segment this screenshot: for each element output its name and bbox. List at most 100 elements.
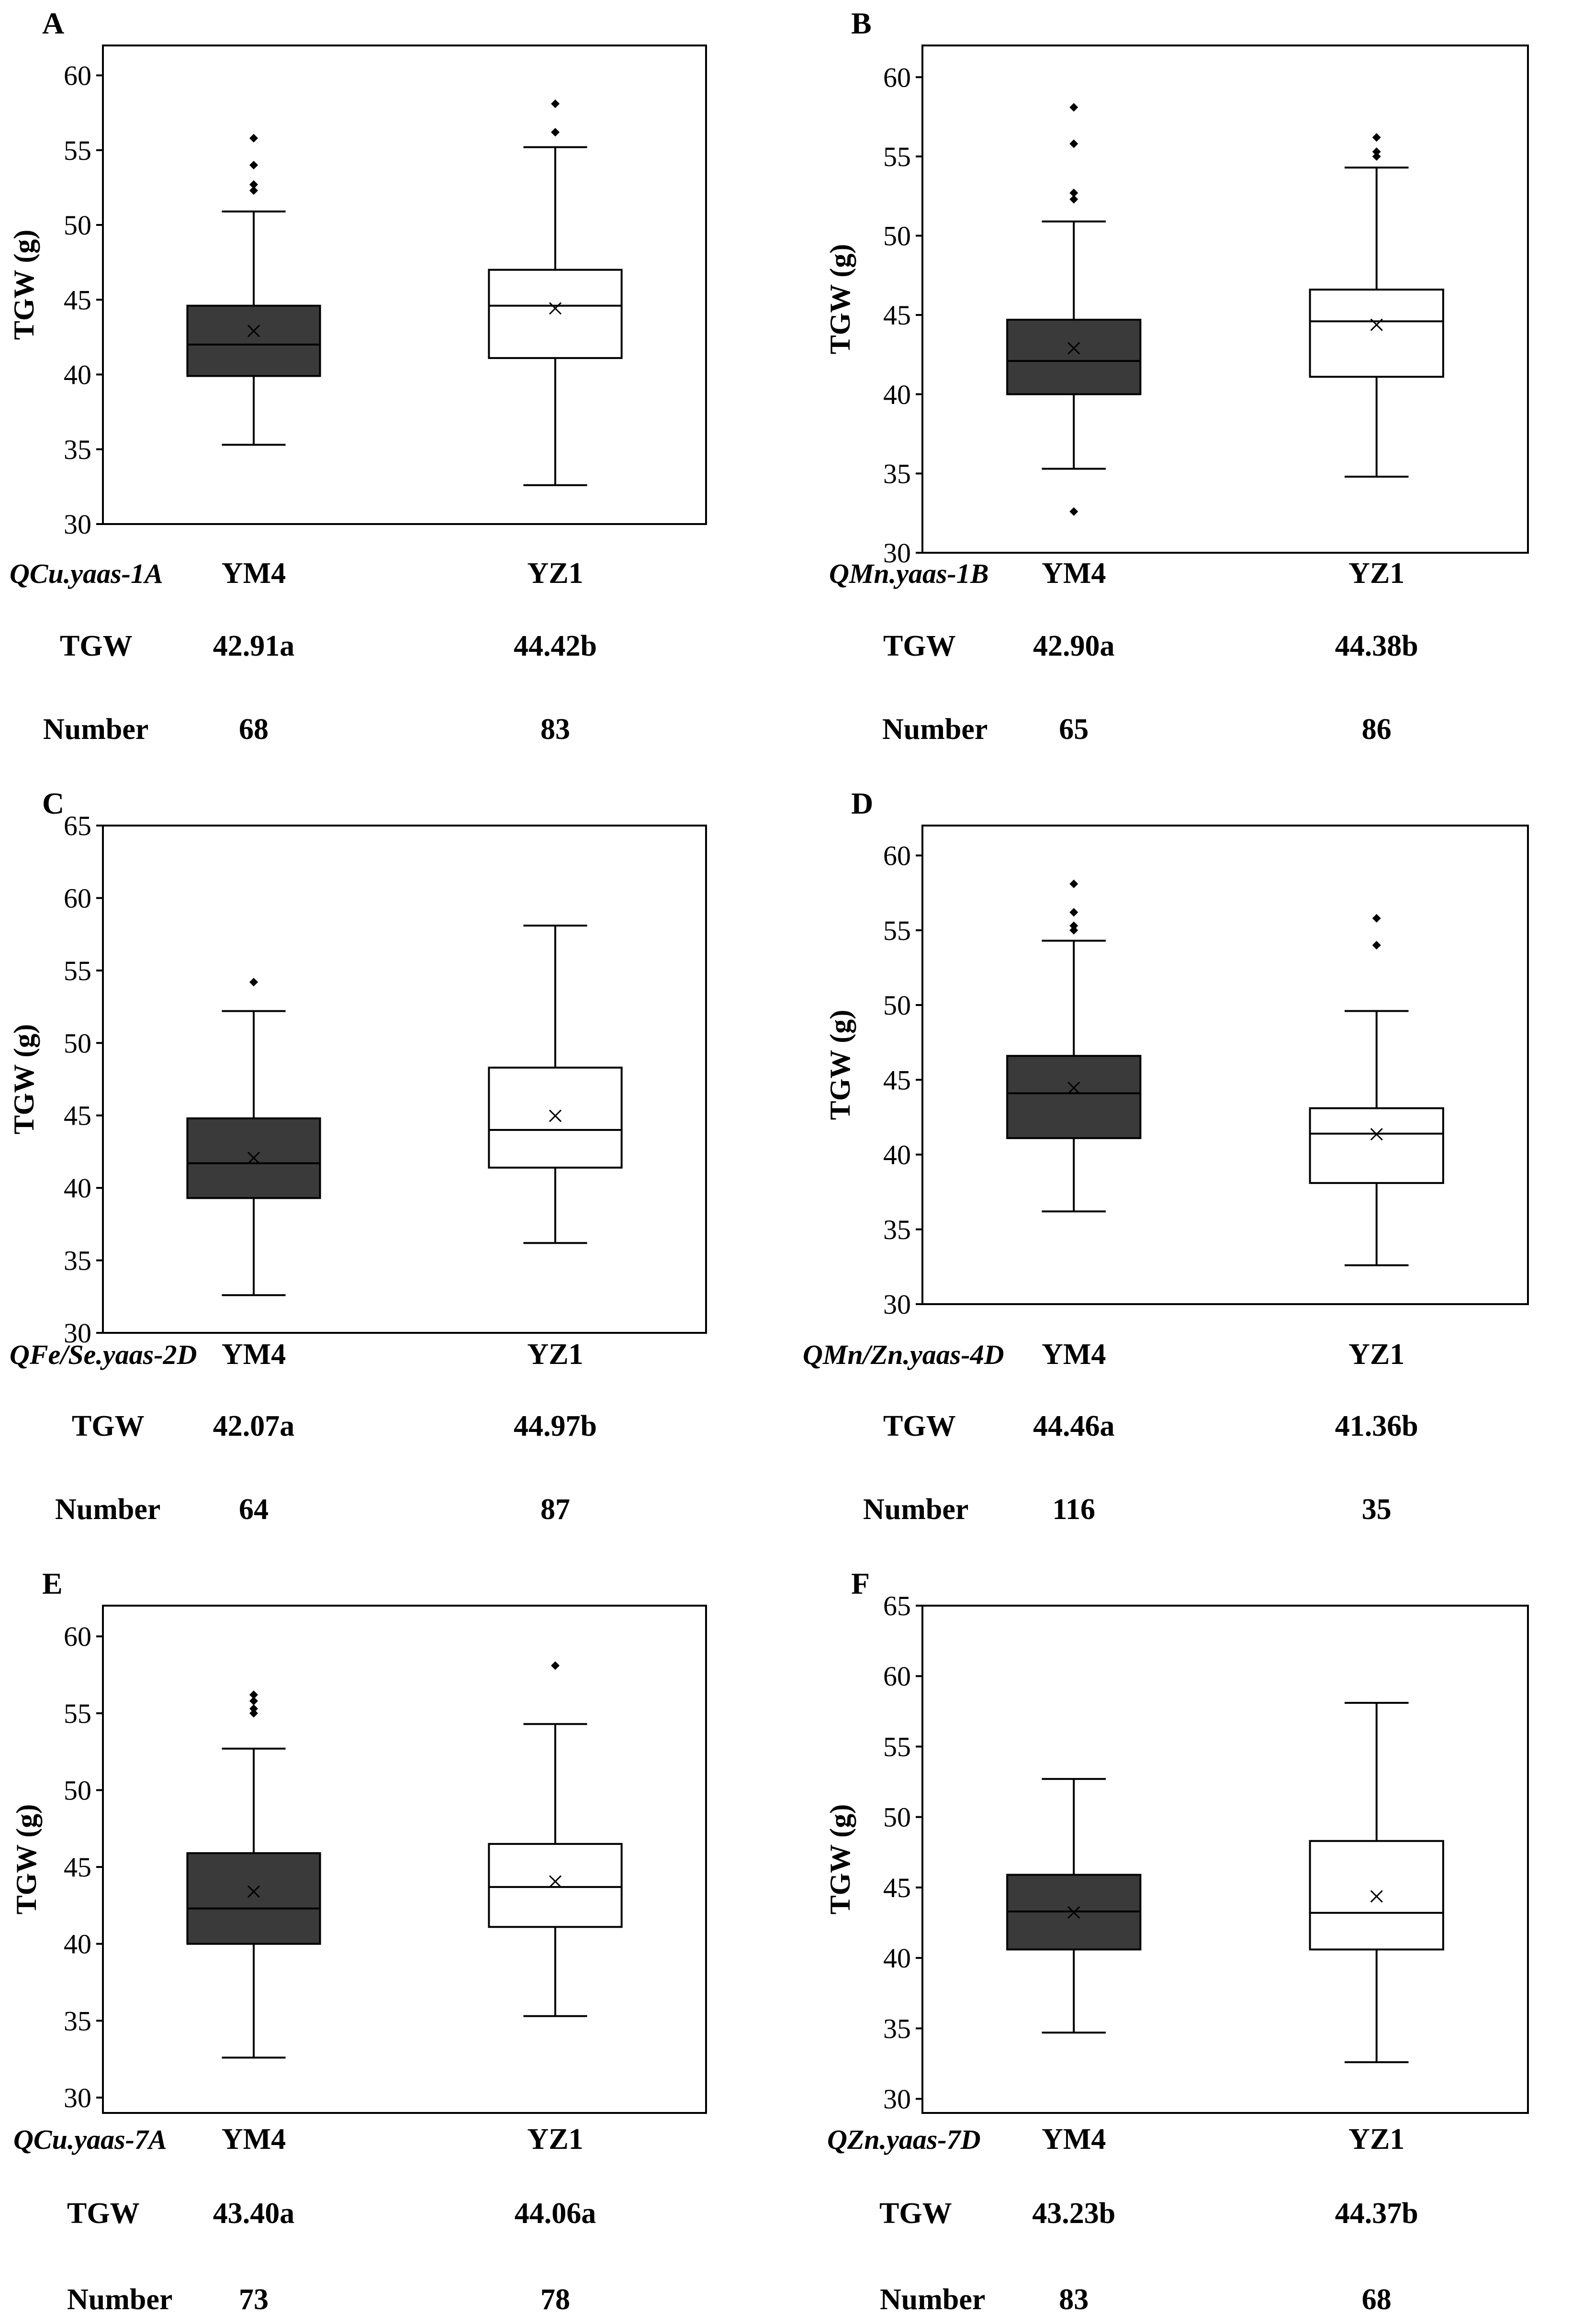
y-tick-label: 65 [64,810,91,841]
y-axis-title: TGW (g) [824,244,856,355]
iqr-box [186,1117,321,1199]
category-label: YZ1 [527,1338,583,1371]
panel-letter: F [851,1566,870,1600]
outlier-point [249,161,258,169]
mean-marker [549,1875,562,1888]
number-value: 68 [1362,2283,1392,2316]
number-value: 65 [1059,713,1089,746]
mean-marker-stroke [549,1875,562,1888]
outlier-point [551,128,560,137]
outlier-point [249,1697,258,1706]
outlier-point [249,134,258,143]
box-yz1 [488,924,623,1244]
tgw-value: 41.36b [1335,1410,1418,1442]
outlier-point [1372,152,1381,161]
iqr-box [1309,1840,1444,1951]
y-tick-label: 30 [883,537,911,569]
y-tick-label: 55 [64,135,91,166]
qtl-name: QFe/Se.yaas-2D [10,1339,197,1370]
mean-marker-stroke [1067,1082,1080,1095]
outlier-point [1372,914,1381,923]
mean-marker [549,302,562,315]
panel-letter: A [42,6,64,40]
number-row-label: Number [43,713,148,746]
box-yz1 [488,99,623,486]
panel-letter: B [851,6,872,40]
outlier-point [551,99,560,108]
plot-frame [102,825,707,1334]
y-tick-label: 35 [64,1245,91,1276]
y-tick-label: 40 [64,1173,91,1204]
plot-frame [102,45,707,525]
tgw-value: 44.37b [1335,2197,1418,2230]
y-tick-label: 60 [883,62,911,93]
category-label: YZ1 [1348,1338,1404,1371]
box-ym4 [186,1690,321,2059]
y-tick-label: 50 [64,1028,91,1059]
mean-marker [1067,1082,1080,1095]
y-tick-label: 30 [883,2084,911,2115]
tgw-value: 44.42b [514,630,597,662]
panel-f: F 30 35 40 45 50 55 60 65 TGW (g) YM4 43.23b 83 YZ1 44… [824,1566,1529,2316]
mean-marker-stroke [247,1151,260,1164]
number-value: 87 [540,1493,570,1526]
plot-frame [921,45,1529,554]
y-tick-label: 30 [64,2082,91,2113]
y-tick-label: 45 [883,300,911,331]
mean-marker [247,324,260,337]
iqr-box [1309,1107,1444,1184]
tgw-value: 43.40a [213,2197,295,2230]
qtl-name: QCu.yaas-7A [13,2124,167,2155]
outlier-point [551,1661,560,1670]
box-yz1 [1309,1702,1444,2063]
tgw-row-label: TGW [67,2197,140,2230]
outlier-point [1069,189,1078,198]
category-label: YM4 [1042,2123,1106,2156]
number-value: 73 [239,2283,269,2316]
number-row-label: Number [863,1493,968,1526]
tgw-row-label: TGW [60,630,133,662]
y-axis-title: TGW (g) [8,1024,40,1135]
y-tick-label: 35 [883,2013,911,2044]
y-tick-label: 60 [64,883,91,914]
box-yz1 [1309,914,1444,1266]
mean-marker-stroke [1067,1906,1080,1919]
y-tick-label: 45 [64,1852,91,1883]
plot-frame [921,825,1529,1305]
box-ym4 [1006,879,1142,1213]
y-tick-label: 60 [64,60,91,91]
y-tick-label: 55 [883,141,911,172]
outlier-point [249,186,258,195]
y-axis-title: TGW (g) [8,230,40,340]
y-axis-title: TGW (g) [824,1804,856,1915]
mean-marker [1370,1128,1383,1141]
y-tick-label: 45 [883,1064,911,1095]
y-tick-label: 30 [64,509,91,540]
category-label: YZ1 [1348,557,1404,590]
category-label: YZ1 [527,2123,583,2156]
y-tick-label: 40 [883,1943,911,1974]
mean-marker [1067,1906,1080,1919]
y-tick-label: 55 [64,1698,91,1729]
y-tick-label: 60 [64,1621,91,1652]
y-tick-label: 45 [64,284,91,315]
y-tick-label: 40 [64,1929,91,1960]
outlier-point [249,978,258,987]
box-yz1 [488,1661,623,2017]
iqr-box [1006,1055,1142,1140]
y-tick-label: 50 [883,221,911,252]
number-value: 116 [1052,1493,1095,1526]
box-ym4 [186,134,321,446]
tgw-row-label: TGW [879,2197,952,2230]
outlier-point [1069,507,1078,516]
category-label: YM4 [1042,557,1106,590]
y-tick-label: 50 [64,1775,91,1806]
mean-marker-stroke [1370,1890,1383,1903]
qtl-name: QMn.yaas-1B [829,558,989,589]
category-label: YM4 [222,557,286,590]
number-value: 83 [1059,2283,1089,2316]
mean-marker-stroke [549,302,562,315]
iqr-box [186,1852,321,1945]
qtl-name: QMn/Zn.yaas-4D [803,1339,1004,1370]
